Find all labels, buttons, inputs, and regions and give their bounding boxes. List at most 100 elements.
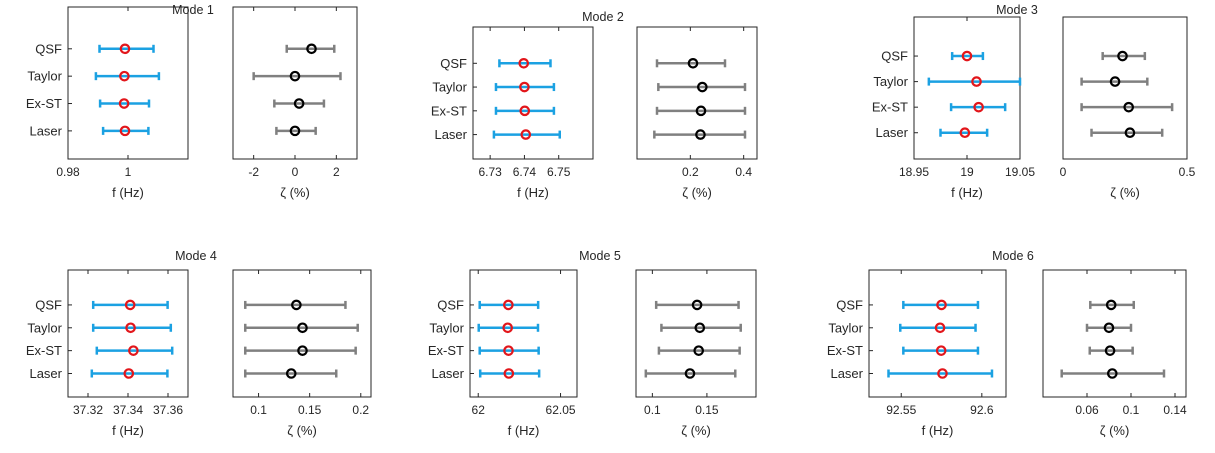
damp-tick-label: 0.14 (1163, 403, 1187, 417)
damp-tick-label: -2 (248, 165, 259, 179)
chart-4-freq-panel: 62 62.05 f (Hz) QSF Taylor Ex-ST Laser (428, 269, 578, 438)
freq-axes-box (913, 16, 1021, 160)
damp-estimate-marker-taylor (1103, 322, 1115, 334)
damp-estimate-marker-taylor (297, 322, 308, 334)
freq-estimate-marker-taylor (119, 70, 130, 82)
freq-tick-label: 19 (960, 165, 974, 179)
y-tick-label-taylor: Taylor (27, 69, 62, 84)
freq-estimate-marker-ex-st (503, 345, 514, 356)
freq-estimate-marker-ex-st (519, 105, 531, 117)
chart-5-freq-panel: 92.55 92.6 f (Hz) QSF Taylor Ex-ST Laser (827, 269, 1007, 438)
damp-estimate-marker-ex-st (1123, 101, 1135, 113)
damp-tick-label: 0 (1060, 165, 1067, 179)
freq-estimate-marker-qsf (961, 50, 973, 62)
y-tick-label-laser: Laser (434, 127, 467, 142)
freq-estimate-marker-laser (520, 129, 532, 140)
damp-estimate-marker-laser (289, 125, 301, 137)
freq-estimate-marker-qsf (119, 43, 131, 55)
y-tick-label-taylor: Taylor (828, 320, 863, 335)
chart-2-title: Mode 3 (996, 3, 1038, 17)
freq-axis-label: f (Hz) (951, 185, 983, 200)
freq-tick-label: 92.6 (970, 403, 994, 417)
damp-axis-label: ζ (%) (1110, 185, 1140, 200)
chart-0-freq-panel: 0.98 1 f (Hz) QSF Taylor Ex-ST Laser (26, 6, 189, 200)
freq-axis-label: f (Hz) (112, 185, 144, 200)
damp-axis-label: ζ (%) (1100, 423, 1130, 438)
y-tick-label-taylor: Taylor (873, 74, 908, 89)
damp-estimate-marker-taylor (289, 70, 301, 82)
freq-axes-box (472, 26, 594, 160)
freq-tick-label: 92.55 (886, 403, 916, 417)
damp-tick-label: 2 (333, 165, 340, 179)
damp-axis-label: ζ (%) (681, 423, 711, 438)
damp-axes-box (232, 6, 358, 160)
damp-estimate-marker-qsf (691, 299, 703, 311)
damp-estimate-marker-ex-st (297, 345, 308, 356)
y-tick-label-qsf: QSF (35, 297, 62, 312)
damp-tick-label: 0.1 (644, 403, 661, 417)
freq-estimate-marker-ex-st (973, 101, 984, 113)
damp-estimate-marker-ex-st (1104, 345, 1116, 356)
damp-estimate-marker-qsf (1117, 50, 1128, 62)
damp-estimate-marker-laser (1107, 368, 1118, 379)
damp-tick-label: 0.15 (695, 403, 719, 417)
freq-estimate-marker-qsf (124, 299, 136, 311)
freq-estimate-marker-qsf (503, 299, 514, 311)
y-tick-label-taylor: Taylor (432, 80, 467, 95)
damp-estimate-marker-ex-st (293, 98, 305, 109)
freq-tick-label: 18.95 (899, 165, 929, 179)
y-tick-label-ex-st: Ex-ST (827, 343, 863, 358)
y-tick-label-ex-st: Ex-ST (431, 103, 467, 118)
freq-estimate-marker-taylor (934, 322, 946, 334)
damp-tick-label: 0.15 (298, 403, 322, 417)
freq-tick-label: 62.05 (546, 403, 576, 417)
freq-tick-label: 37.34 (113, 403, 143, 417)
freq-tick-label: 6.74 (513, 165, 537, 179)
damp-estimate-marker-ex-st (693, 345, 705, 356)
damp-axes-box (636, 26, 758, 160)
freq-axes-box (868, 269, 1007, 398)
damp-estimate-marker-laser (1124, 127, 1136, 139)
freq-estimate-marker-laser (119, 125, 131, 137)
damp-estimate-marker-qsf (1105, 299, 1117, 311)
chart-0-title: Mode 1 (172, 3, 214, 17)
y-tick-label-qsf: QSF (836, 297, 863, 312)
y-tick-label-ex-st: Ex-ST (26, 343, 62, 358)
damp-axis-label: ζ (%) (280, 185, 310, 200)
chart-3-title: Mode 4 (175, 249, 217, 263)
freq-estimate-marker-taylor (519, 81, 530, 93)
damp-estimate-marker-laser (285, 368, 297, 379)
damp-estimate-marker-taylor (1109, 76, 1121, 87)
chart-0-damp-panel: -2 0 2 ζ (%) (232, 6, 358, 200)
chart-5-damp-panel: 0.06 0.1 0.14 ζ (%) (1042, 269, 1187, 438)
damp-estimate-marker-ex-st (695, 105, 707, 117)
y-tick-label-taylor: Taylor (429, 320, 464, 335)
freq-estimate-marker-ex-st (118, 98, 130, 109)
y-tick-label-qsf: QSF (35, 41, 62, 56)
damp-estimate-marker-laser (695, 129, 706, 140)
chart-2-freq-panel: 18.95 19 19.05 f (Hz) QSF Taylor Ex-ST Laser (872, 16, 1035, 200)
y-tick-label-taylor: Taylor (27, 320, 62, 335)
chart-3-damp-panel: 0.1 0.15 0.2 ζ (%) (232, 269, 372, 438)
freq-estimate-marker-laser (503, 368, 515, 379)
damp-estimate-marker-taylor (694, 322, 706, 334)
freq-estimate-marker-laser (123, 368, 135, 379)
y-tick-label-laser: Laser (29, 123, 62, 138)
y-tick-label-ex-st: Ex-ST (428, 343, 464, 358)
y-tick-label-laser: Laser (431, 366, 464, 381)
freq-tick-label: 6.73 (478, 165, 502, 179)
damp-estimate-marker-qsf (291, 299, 302, 311)
freq-estimate-marker-taylor (125, 322, 136, 334)
freq-axis-label: f (Hz) (508, 423, 540, 438)
freq-tick-label: 62 (472, 403, 486, 417)
damp-tick-label: 0.2 (682, 165, 699, 179)
damp-tick-label: 0 (292, 165, 299, 179)
freq-estimate-marker-ex-st (128, 345, 139, 356)
freq-estimate-marker-qsf (518, 57, 530, 69)
freq-tick-label: 37.36 (153, 403, 183, 417)
chart-2-damp-panel: 0 0.5 ζ (%) (1060, 16, 1196, 200)
damp-tick-label: 0.1 (1123, 403, 1140, 417)
damp-tick-label: 0.2 (352, 403, 369, 417)
y-tick-label-laser: Laser (830, 366, 863, 381)
y-tick-label-ex-st: Ex-ST (872, 100, 908, 115)
